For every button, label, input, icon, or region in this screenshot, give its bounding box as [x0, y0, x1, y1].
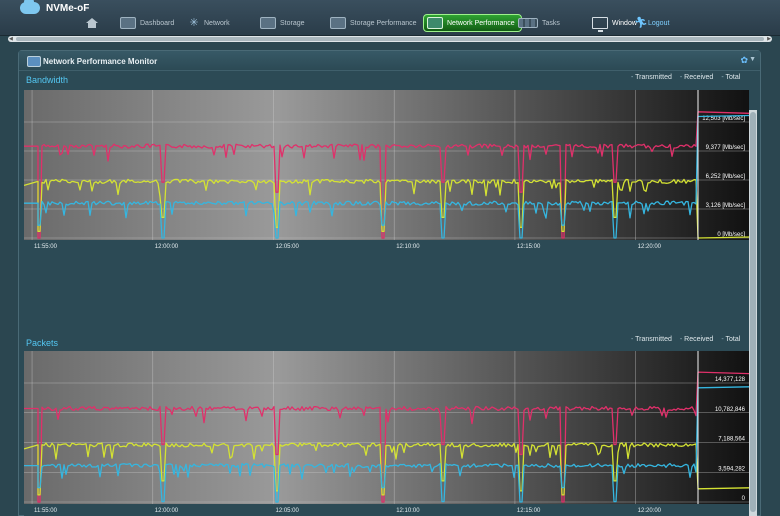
- x-tick-label: 12:10:00: [396, 244, 420, 250]
- window-label: Window: [612, 19, 637, 27]
- tasks-icon: [518, 18, 538, 28]
- packets-title: Packets: [26, 338, 59, 348]
- series-line-total: [24, 371, 749, 503]
- nav-storage-label: Storage: [280, 19, 305, 27]
- series-line-transmitted: [24, 114, 749, 239]
- series-line-received: [24, 178, 749, 239]
- monitor-chart-icon: [27, 56, 41, 67]
- nav-dashboard-label: Dashboard: [140, 19, 175, 27]
- vertical-scroll-thumb[interactable]: [750, 112, 756, 512]
- panel-header: Network Performance Monitor ✿ ▼: [19, 51, 760, 71]
- x-axis-strip: [24, 240, 749, 252]
- network-icon: ✳: [189, 17, 199, 29]
- storage-performance-icon: [330, 17, 346, 29]
- x-tick-label: 11:55:00: [34, 244, 58, 250]
- legend-received: Received: [680, 336, 713, 343]
- y-tick-label: 0: [742, 496, 746, 502]
- packets-legend: Transmitted Received Total: [631, 336, 740, 343]
- legend-transmitted: Transmitted: [631, 74, 672, 81]
- chevron-down-icon[interactable]: ▼: [749, 56, 756, 63]
- logout-icon: 🏃︎: [634, 17, 648, 29]
- y-tick-label: 0 [Mb/sec]: [717, 232, 745, 238]
- x-tick-label: 12:00:00: [155, 244, 179, 250]
- bandwidth-legend: Transmitted Received Total: [631, 74, 740, 81]
- series-line-transmitted: [24, 386, 749, 503]
- series-line-total: [24, 111, 749, 239]
- x-tick-label: 12:00:00: [155, 508, 179, 514]
- panel-title: Network Performance Monitor: [43, 57, 158, 66]
- y-tick-label: 7,188,564: [718, 437, 745, 443]
- gear-icon[interactable]: ✿: [740, 55, 748, 65]
- bandwidth-title: Bandwidth: [26, 75, 69, 85]
- top-bar: NVMe-oF Dashboard ✳ Network Storage Stor…: [0, 0, 780, 36]
- nav-storage[interactable]: Storage: [260, 14, 305, 32]
- nav-network-label: Network: [204, 19, 230, 27]
- y-tick-label: 9,377 [Mb/sec]: [706, 145, 746, 151]
- network-performance-icon: [427, 17, 443, 29]
- nav-network-performance-label: Network Performance: [447, 19, 515, 27]
- packets-chart-svg: 0 3,594,282 7,188,564 10,782,846 14,377,128 1…: [24, 351, 749, 516]
- storage-icon: [260, 17, 276, 29]
- series-line-received: [24, 442, 749, 496]
- legend-transmitted: Transmitted: [631, 336, 672, 343]
- scroll-left-arrow-icon[interactable]: ◀: [9, 36, 13, 42]
- horizontal-scroll-thumb[interactable]: [16, 37, 764, 41]
- home-icon: [86, 18, 98, 28]
- y-tick-label: 12,503 [Mb/sec]: [702, 116, 745, 122]
- nav-home[interactable]: [86, 14, 98, 32]
- scroll-right-arrow-icon[interactable]: ▶: [767, 36, 771, 42]
- x-tick-label: 12:15:00: [517, 508, 541, 514]
- bandwidth-chart-svg: 0 [Mb/sec] 3,126 [Mb/sec] 6,252 [Mb/sec] 9,…: [24, 90, 749, 252]
- monitor-icon: [592, 17, 608, 32]
- brand: NVMe-oF: [20, 0, 90, 14]
- chart-background: [24, 90, 749, 240]
- x-tick-label: 12:10:00: [396, 508, 420, 514]
- x-tick-label: 11:55:00: [34, 508, 58, 514]
- x-tick-label: 12:05:00: [275, 508, 299, 514]
- window-button[interactable]: Window: [592, 14, 637, 32]
- logout-label: Logout: [648, 19, 670, 27]
- dashboard-icon: [120, 17, 136, 29]
- legend-received: Received: [680, 74, 713, 81]
- x-tick-label: 12:20:00: [638, 508, 662, 514]
- y-tick-label: 6,252 [Mb/sec]: [706, 174, 746, 180]
- chart-background: [24, 351, 749, 504]
- y-tick-label: 3,126 [Mb/sec]: [706, 203, 746, 209]
- x-tick-label: 12:05:00: [275, 244, 299, 250]
- horizontal-scrollbar[interactable]: ◀ ▶: [8, 36, 772, 42]
- nav-network-performance[interactable]: Network Performance: [423, 14, 522, 32]
- x-tick-label: 12:15:00: [517, 244, 541, 250]
- logout-button[interactable]: 🏃︎ Logout: [634, 14, 669, 32]
- legend-total: Total: [721, 336, 740, 343]
- vertical-scrollbar[interactable]: [749, 110, 757, 516]
- y-tick-label: 3,594,282: [718, 466, 745, 472]
- nav-dashboard[interactable]: Dashboard: [120, 14, 174, 32]
- packets-chart: 0 3,594,282 7,188,564 10,782,846 14,377,128 1…: [24, 351, 749, 516]
- nav-storage-performance-label: Storage Performance: [350, 19, 417, 27]
- nav-network[interactable]: ✳ Network: [188, 14, 230, 32]
- bandwidth-chart: 0 [Mb/sec] 3,126 [Mb/sec] 6,252 [Mb/sec] 9,…: [24, 90, 749, 252]
- y-tick-label: 14,377,128: [715, 377, 746, 383]
- nav-tasks-label: Tasks: [542, 19, 560, 27]
- y-tick-label: 10,782,846: [715, 407, 746, 413]
- main-nav: Dashboard ✳ Network Storage Storage Perf…: [0, 14, 780, 34]
- nav-tasks[interactable]: Tasks: [518, 14, 560, 32]
- x-tick-label: 12:20:00: [638, 244, 662, 250]
- app-title: NVMe-oF: [46, 2, 90, 14]
- legend-total: Total: [721, 74, 740, 81]
- cloud-logo-icon: [20, 0, 40, 14]
- nav-storage-performance[interactable]: Storage Performance: [330, 14, 417, 32]
- x-axis-strip: [24, 504, 749, 516]
